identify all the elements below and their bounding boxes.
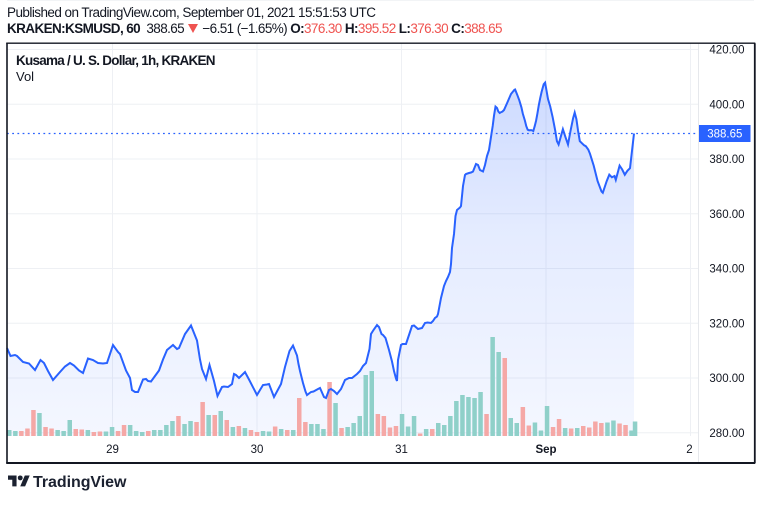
- svg-text:29: 29: [106, 444, 119, 456]
- svg-text:31: 31: [395, 444, 408, 456]
- svg-text:30: 30: [251, 444, 264, 456]
- svg-text:340.00: 340.00: [709, 264, 744, 276]
- svg-text:300.00: 300.00: [709, 373, 744, 385]
- svg-text:388.65: 388.65: [707, 129, 742, 141]
- svg-text:Sep: Sep: [535, 444, 556, 456]
- svg-text:420.00: 420.00: [709, 45, 744, 57]
- svg-text:320.00: 320.00: [709, 318, 744, 330]
- svg-text:360.00: 360.00: [709, 209, 744, 221]
- svg-text:400.00: 400.00: [709, 99, 744, 111]
- svg-text:2: 2: [686, 444, 692, 456]
- svg-text:380.00: 380.00: [709, 154, 744, 166]
- svg-text:280.00: 280.00: [709, 428, 744, 440]
